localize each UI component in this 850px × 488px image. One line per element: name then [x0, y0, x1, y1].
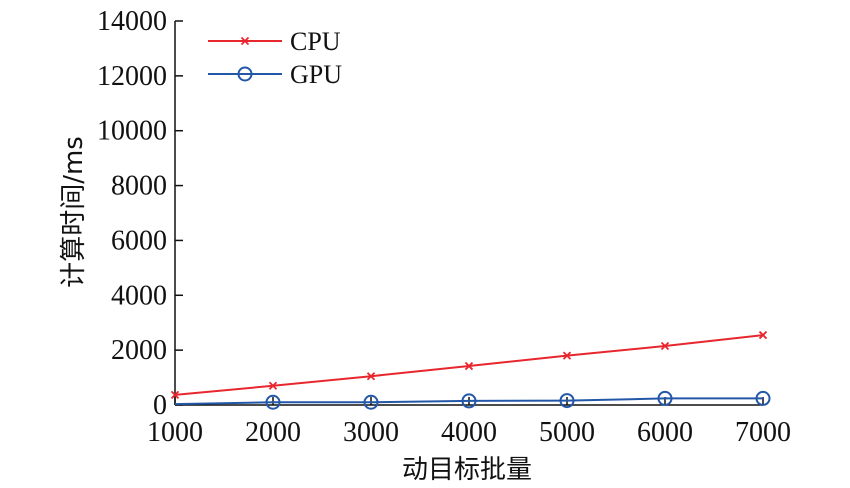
y-axis-title: 计算时间/ms — [59, 136, 89, 288]
data-point-cpu — [758, 330, 768, 340]
data-point-cpu — [268, 381, 278, 390]
x-tick-label: 2000 — [245, 417, 301, 448]
data-point-gpu — [461, 393, 477, 409]
marker-stroke — [366, 372, 376, 381]
data-point-gpu — [657, 390, 673, 406]
y-tick-label: 8000 — [111, 171, 167, 202]
series-line-gpu — [174, 397, 763, 406]
x-tick-label: 1000 — [147, 417, 203, 448]
y-tick-label: 12000 — [97, 61, 167, 92]
legend-entry-gpu: GPU — [208, 60, 342, 89]
marker-stroke — [464, 361, 474, 371]
x-axis-title: 动目标批量 — [402, 455, 532, 485]
data-point-gpu — [559, 393, 575, 409]
series-lines — [170, 330, 771, 410]
y-tick-label: 0 — [153, 390, 167, 421]
marker-stroke — [268, 381, 278, 390]
data-point-gpu — [755, 390, 771, 406]
legend-label: GPU — [290, 60, 342, 89]
y-tick-label: 10000 — [97, 116, 167, 147]
data-point-cpu — [366, 372, 376, 381]
data-point-cpu — [170, 390, 180, 399]
data-point-cpu — [660, 341, 670, 351]
data-point-gpu — [363, 394, 379, 410]
data-point-gpu — [265, 394, 281, 410]
legend-marker — [240, 36, 250, 46]
x-tick-label: 6000 — [637, 417, 693, 448]
legend: CPU GPU — [208, 27, 342, 89]
marker-stroke — [240, 36, 250, 46]
legend-label: CPU — [290, 27, 341, 56]
x-tick-label: 5000 — [539, 417, 595, 448]
x-tick-label: 3000 — [343, 417, 399, 448]
marker-stroke — [170, 390, 180, 399]
series-cpu — [170, 330, 768, 399]
marker-stroke — [758, 330, 768, 340]
y-tick-label: 4000 — [111, 280, 167, 311]
data-point-cpu — [464, 361, 474, 371]
marker-stroke — [660, 341, 670, 351]
x-tick-label: 7000 — [735, 417, 791, 448]
series-gpu — [174, 390, 771, 410]
y-tick-label: 14000 — [97, 6, 167, 37]
y-tick-label: 6000 — [111, 225, 167, 256]
marker-stroke — [562, 351, 572, 360]
tick-labels: 0 2000 4000 6000 8000 10000 12000 14000 1000 2000… — [97, 6, 791, 448]
x-tick-label: 4000 — [441, 417, 497, 448]
legend-marker — [237, 66, 253, 82]
y-tick-label: 2000 — [111, 335, 167, 366]
data-point-cpu — [562, 351, 572, 360]
legend-entry-cpu: CPU — [208, 27, 341, 56]
axes — [174, 20, 764, 406]
